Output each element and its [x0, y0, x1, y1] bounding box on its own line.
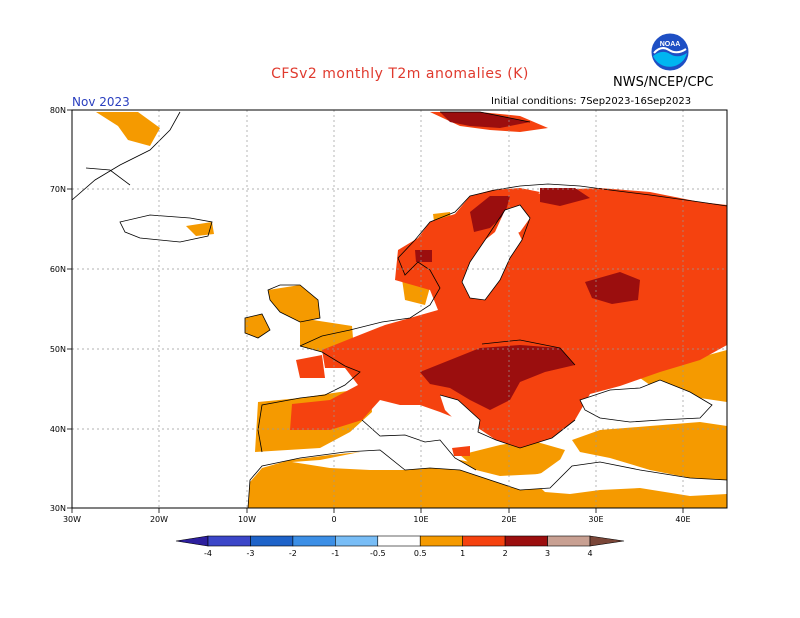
- colorbar-segment: [335, 535, 379, 547]
- anomaly-region-very-strong: [415, 250, 432, 262]
- initial-conditions: Initial conditions: 7Sep2023-16Sep2023: [491, 96, 692, 107]
- lon-labels: 30W 20W 10W 0 10E 20E 30E 40E: [63, 515, 691, 524]
- colorbar-label: 4: [587, 549, 592, 558]
- colorbar-segment: [547, 535, 591, 547]
- anomaly-region-moderate: [245, 314, 270, 338]
- colorbar-segment: [292, 535, 336, 547]
- colorbar-segment: [250, 535, 294, 547]
- colorbar-label: 1: [460, 549, 465, 558]
- graticule: [72, 110, 727, 508]
- anomaly-region-moderate: [268, 285, 320, 322]
- lat-label: 80N: [50, 106, 66, 115]
- anomaly-region-moderate: [96, 112, 160, 146]
- anomaly-region-strong: [520, 235, 560, 270]
- colorbar-label: 2: [503, 549, 508, 558]
- colorbar: -4 -3 -2 -1 -0.5 0.5 1 2 3 4: [175, 535, 625, 558]
- lon-label: 10W: [238, 515, 256, 524]
- colorbar-segment: [462, 535, 506, 547]
- anomaly-region-moderate: [186, 222, 214, 236]
- colorbar-label: -4: [204, 549, 212, 558]
- map-title: CFSv2 monthly T2m anomalies (K): [271, 66, 529, 82]
- colorbar-label: -0.5: [370, 549, 386, 558]
- coastlines: [72, 111, 727, 508]
- anomaly-region-very-strong: [420, 345, 575, 410]
- anomaly-region-moderate: [572, 422, 727, 480]
- colorbar-arrow-high: [589, 535, 625, 547]
- colorbar-label: 3: [545, 549, 550, 558]
- lat-labels: 30N 40N 50N 60N 70N 80N: [50, 106, 66, 513]
- anomaly-field: [96, 112, 727, 508]
- mediterranean-sea: [292, 435, 572, 490]
- lat-label: 60N: [50, 265, 66, 274]
- lat-label: 30N: [50, 504, 66, 513]
- anomaly-region-strong: [452, 446, 470, 456]
- black-sea: [580, 380, 712, 422]
- lat-label: 40N: [50, 425, 66, 434]
- lon-label: 30W: [63, 515, 81, 524]
- anomaly-region-strong: [296, 355, 325, 378]
- lon-label: 20E: [501, 515, 516, 524]
- colorbar-segment: [377, 535, 421, 547]
- forecast-month: Nov 2023: [72, 95, 130, 109]
- colorbar-segment: [504, 535, 548, 547]
- lat-label: 70N: [50, 185, 66, 194]
- baltic-sea: [462, 226, 522, 300]
- adriatic-sea: [440, 395, 480, 432]
- ticks: [67, 109, 684, 513]
- anomaly-region-very-strong: [540, 188, 590, 206]
- colorbar-arrow-low: [175, 535, 209, 547]
- colorbar-segment: [207, 535, 251, 547]
- lon-label: 30E: [588, 515, 603, 524]
- anomaly-region-strong: [290, 188, 727, 448]
- anomaly-region-very-strong: [470, 196, 510, 232]
- lat-label: 50N: [50, 345, 66, 354]
- anomaly-region-very-strong: [585, 272, 640, 304]
- anomaly-region-moderate: [460, 440, 565, 478]
- gulf-of-bothnia: [495, 205, 530, 236]
- lon-label: 10E: [413, 515, 428, 524]
- anomaly-region-very-strong: [440, 112, 530, 128]
- colorbar-label: -1: [331, 549, 339, 558]
- map-frame: [71, 109, 728, 509]
- lon-label: 0: [331, 515, 336, 524]
- colorbar-label: -3: [246, 549, 254, 558]
- lon-label: 20W: [150, 515, 168, 524]
- colorbar-label: -2: [289, 549, 297, 558]
- agency-label: NWS/NCEP/CPC: [613, 75, 714, 90]
- noaa-logo: NOAA: [650, 32, 690, 72]
- lon-label: 40E: [675, 515, 690, 524]
- colorbar-label: 0.5: [414, 549, 427, 558]
- colorbar-segment: [419, 535, 463, 547]
- noaa-logo-text: NOAA: [660, 41, 681, 48]
